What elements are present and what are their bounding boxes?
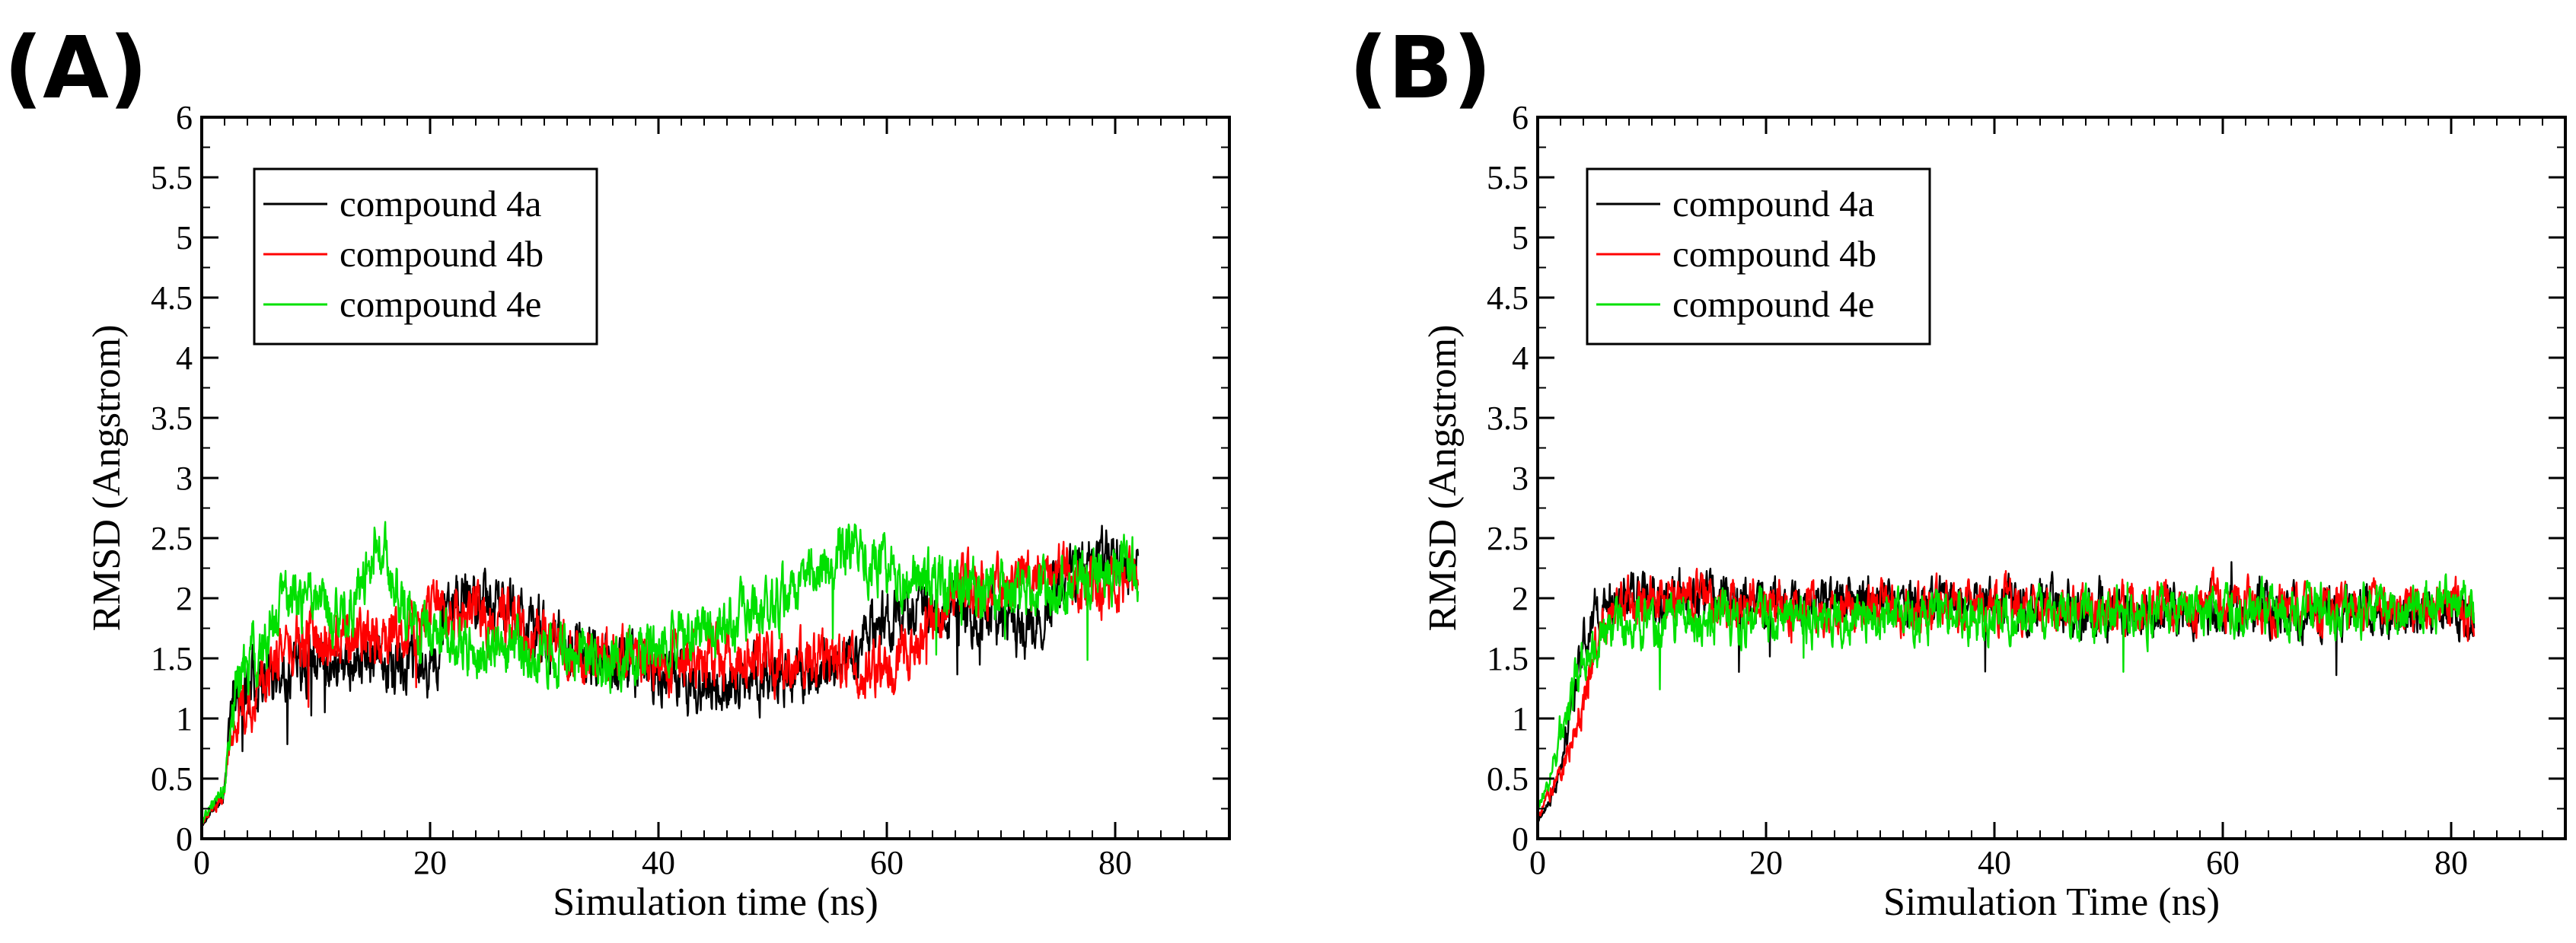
y-tick-label: 3 — [1512, 460, 1529, 497]
y-tick-label: 4 — [1512, 339, 1529, 377]
legend-box — [253, 167, 598, 346]
series-group — [202, 521, 1140, 827]
y-tick-label: 6 — [1512, 99, 1529, 136]
legend-label: compound 4b — [1672, 233, 1876, 275]
x-axis-title: Simulation Time (ns) — [1883, 881, 2220, 924]
series-line-compound-4e — [1538, 573, 2476, 810]
y-axis-title: RMSD (Angstrom) — [1421, 324, 1465, 631]
legend-label: compound 4a — [340, 183, 542, 225]
legend-label: compound 4b — [340, 233, 544, 275]
x-tick-label: 20 — [1749, 844, 1783, 881]
panel-label: (A) — [4, 19, 148, 118]
y-tick-label: 0.5 — [1487, 760, 1529, 798]
x-tick-label: 0 — [193, 844, 210, 881]
y-tick-label: 2 — [1512, 580, 1529, 617]
series-line-compound-4e — [202, 521, 1140, 824]
y-tick-label: 4 — [176, 339, 193, 377]
y-tick-label: 5.5 — [151, 159, 193, 196]
legend-label: compound 4e — [1672, 283, 1874, 325]
legend: compound 4a compound 4b compound 4e — [253, 167, 598, 346]
x-tick-label: 0 — [1529, 844, 1546, 881]
y-tick-label: 2.5 — [1487, 520, 1529, 557]
series-group — [1538, 561, 2476, 823]
y-tick-label: 6 — [176, 99, 193, 136]
y-tick-label: 0 — [176, 820, 193, 858]
y-tick-label: 2 — [176, 580, 193, 617]
y-axis-title: RMSD (Angstrom) — [85, 324, 129, 631]
y-tick-label: 1.5 — [1487, 640, 1529, 677]
x-axis-title: Simulation time (ns) — [553, 881, 878, 924]
y-tick-label: 4.5 — [151, 279, 193, 317]
chart-panel-a: (A)00.511.522.533.544.555.560 20 40 60 80Sim… — [4, 19, 1231, 924]
x-tick-label: 80 — [2434, 844, 2468, 881]
legend-label: compound 4e — [340, 283, 541, 325]
y-tick-label: 0.5 — [151, 760, 193, 798]
x-tick-label: 60 — [870, 844, 904, 881]
x-tick-label: 40 — [1978, 844, 2011, 881]
y-tick-label: 3.5 — [151, 400, 193, 437]
legend-label: compound 4a — [1672, 183, 1875, 225]
y-tick-label: 2.5 — [151, 520, 193, 557]
x-tick-label: 60 — [2206, 844, 2240, 881]
y-tick-label: 1.5 — [151, 640, 193, 677]
y-tick-label: 5 — [176, 219, 193, 256]
y-tick-label: 5.5 — [1487, 159, 1529, 196]
x-tick-label: 20 — [413, 844, 447, 881]
legend-box — [1586, 167, 1931, 346]
chart-panel-b: (B)00.511.522.533.544.555.560 20 40 60 80Sim… — [1349, 19, 2567, 924]
y-tick-label: 5 — [1512, 219, 1529, 256]
y-tick-label: 0 — [1512, 820, 1529, 858]
y-tick-label: 3.5 — [1487, 400, 1529, 437]
y-tick-label: 3 — [176, 460, 193, 497]
legend: compound 4a compound 4b compound 4e — [1586, 167, 1931, 346]
x-tick-label: 40 — [642, 844, 675, 881]
panel-label: (B) — [1349, 19, 1492, 118]
y-tick-label: 4.5 — [1487, 279, 1529, 317]
x-tick-label: 80 — [1098, 844, 1132, 881]
y-tick-label: 1 — [1512, 700, 1529, 738]
series-line-compound-4b — [1538, 566, 2476, 817]
y-tick-label: 1 — [176, 700, 193, 738]
